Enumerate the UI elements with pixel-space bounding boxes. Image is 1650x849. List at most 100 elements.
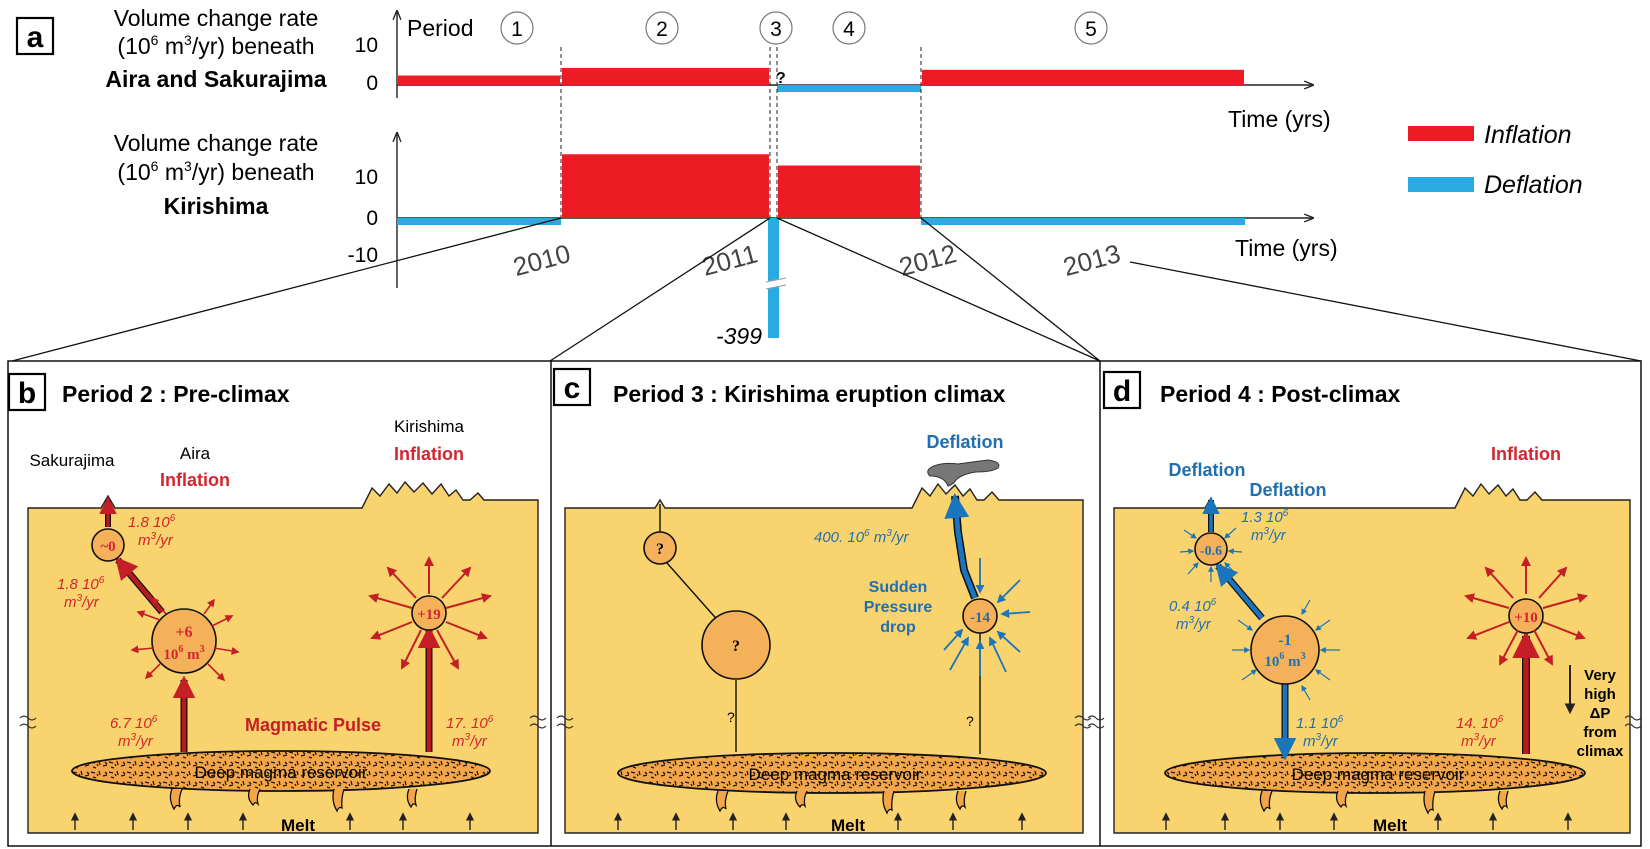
melt-drips bbox=[1259, 790, 1509, 815]
deep-magma-reservoir bbox=[71, 750, 491, 792]
aira-chamber bbox=[1250, 615, 1320, 685]
zoom-lines bbox=[11, 217, 1642, 362]
rate-label-sakurajima: 1.3 106 m3/yr bbox=[1241, 508, 1289, 544]
kirishima-chamber bbox=[411, 595, 447, 631]
bar-period-3 bbox=[768, 218, 779, 338]
kirishima-chamber-value: +10 bbox=[1514, 610, 1538, 626]
panel-letter-box bbox=[552, 367, 592, 407]
conduit-question-left: ? bbox=[727, 709, 735, 725]
svg-text:m3/yr: m3/yr bbox=[1461, 732, 1497, 750]
bar-period-1 bbox=[397, 218, 561, 225]
svg-text:1.8 106: 1.8 106 bbox=[128, 513, 176, 531]
reservoir-label: Deep magma reservoir bbox=[1292, 765, 1465, 784]
legend-inflation-swatch bbox=[1408, 126, 1474, 141]
melt-label: Melt bbox=[831, 816, 865, 835]
reservoir-label: Deep magma reservoir bbox=[749, 765, 922, 784]
bar-period-1 bbox=[398, 75, 560, 85]
bottom-tick-m10: -10 bbox=[348, 244, 378, 267]
rate-label-deep-aira: 6.7 106 m3/yr bbox=[110, 714, 158, 750]
bottom-tick-0: 0 bbox=[366, 207, 378, 230]
eruption-rate: 400. 106 m3/yr bbox=[814, 528, 910, 546]
period-markers: 1 2 3 4 5 bbox=[500, 11, 1108, 45]
bar-period-2 bbox=[562, 154, 769, 218]
sakurajima-chamber-value: ~0 bbox=[100, 539, 115, 555]
svg-text:1.1 106: 1.1 106 bbox=[1296, 714, 1344, 732]
panel-d: d Period 4 : Post-climax Deep magma rese… bbox=[1087, 370, 1642, 835]
rate-label-deep-kirishima: 17. 106 m3/yr bbox=[446, 714, 494, 750]
break-mark-left bbox=[1087, 715, 1105, 729]
panel-letter: a bbox=[27, 21, 44, 54]
melt-arrows bbox=[70, 812, 475, 830]
deep-magma-reservoir bbox=[617, 752, 1047, 794]
panel-letter-box bbox=[15, 16, 55, 56]
bar-period-5 bbox=[922, 69, 1244, 85]
conduit-aira-sakurajima-fill bbox=[1215, 562, 1264, 620]
bar-period-5 bbox=[921, 218, 1245, 225]
break-mark-left bbox=[556, 715, 574, 729]
ground bbox=[1113, 482, 1631, 834]
aira-chamber-value: ? bbox=[732, 638, 740, 655]
sakurajima-chamber-value: -0.6 bbox=[1200, 544, 1222, 559]
melt-arrows bbox=[613, 812, 1027, 830]
sakurajima-chamber bbox=[1194, 532, 1228, 566]
sudden-line1: Sudden bbox=[869, 579, 928, 596]
svg-text:1.8 106: 1.8 106 bbox=[57, 575, 105, 593]
period-word: Period bbox=[407, 15, 473, 41]
kirishima-chamber bbox=[962, 598, 998, 634]
period-3: 3 bbox=[770, 18, 782, 41]
deep-magma-reservoir bbox=[1164, 752, 1586, 794]
kirishima-chamber-value: +19 bbox=[417, 607, 441, 623]
panel-c: c Period 3 : Kirishima eruption climax D… bbox=[552, 367, 1092, 835]
bar-period-2 bbox=[562, 67, 769, 85]
svg-text:6.7 106: 6.7 106 bbox=[110, 714, 158, 732]
aira-chamber-volume: 106 m3 bbox=[163, 644, 204, 663]
panel-a: a Volume change rate (106 m3/yr) beneath… bbox=[11, 5, 1642, 362]
period-1: 1 bbox=[511, 18, 523, 41]
panel-letter-box bbox=[7, 372, 47, 412]
rate-label-aira: 0.4 106 m3/yr bbox=[1169, 597, 1217, 633]
sakurajima-deflation-arrows bbox=[1179, 527, 1243, 582]
panel-letter-box bbox=[1102, 370, 1142, 410]
break-mark-right bbox=[1624, 715, 1642, 729]
kirishima-inflation-arrows bbox=[1464, 556, 1588, 666]
kirishima-chamber-value: -14 bbox=[970, 610, 990, 626]
panel-letter: c bbox=[564, 372, 581, 405]
kirishima-label: Kirishima bbox=[394, 417, 464, 436]
svg-text:0.4 106: 0.4 106 bbox=[1169, 597, 1217, 615]
svg-text:17. 106: 17. 106 bbox=[446, 714, 494, 732]
bottom-ylabel-line1: Volume change rate bbox=[114, 130, 319, 156]
svg-text:1.3 106: 1.3 106 bbox=[1241, 508, 1289, 526]
panel-title: Period 4 : Post-climax bbox=[1160, 381, 1401, 407]
top-xlabel: Time (yrs) bbox=[1228, 106, 1331, 132]
bar-period-4 bbox=[777, 85, 921, 92]
year-2013: 2013 bbox=[1060, 238, 1124, 282]
svg-text:ΔP: ΔP bbox=[1590, 705, 1611, 722]
legend-inflation-label: Inflation bbox=[1484, 121, 1572, 149]
melt-arrows bbox=[1161, 812, 1573, 830]
very-high-dp-label: Very high ΔP from climax bbox=[1577, 667, 1624, 760]
top-period3-question: ? bbox=[776, 70, 786, 87]
deflation-label: Deflation bbox=[926, 432, 1003, 452]
aira-chamber-value: +6 bbox=[175, 624, 192, 641]
aira-state: Inflation bbox=[160, 470, 230, 490]
sakurajima-chamber bbox=[91, 528, 125, 562]
conduit-question-right: ? bbox=[966, 713, 974, 729]
kirishima-chamber bbox=[1508, 598, 1544, 634]
top-ylabel-line1: Volume change rate bbox=[114, 5, 319, 31]
svg-text:m3/yr: m3/yr bbox=[64, 593, 100, 611]
panel-letter: b bbox=[18, 377, 36, 410]
period-5: 5 bbox=[1085, 18, 1097, 41]
year-2010: 2010 bbox=[510, 238, 574, 282]
legend-deflation-label: Deflation bbox=[1484, 171, 1583, 199]
panel-title: Period 2 : Pre-climax bbox=[62, 381, 290, 407]
bar-period-4 bbox=[778, 165, 920, 218]
eruption-conduit-fill bbox=[944, 493, 978, 599]
aira-chamber-volume: 106 m3 bbox=[1264, 651, 1305, 670]
aira-label: Aira bbox=[180, 444, 211, 463]
bottom-location: Kirishima bbox=[164, 193, 269, 219]
panel-frames bbox=[7, 360, 1642, 847]
period-2: 2 bbox=[656, 18, 668, 41]
break-mark-right bbox=[529, 715, 547, 729]
rate-label-deep-kirishima: 14. 106 m3/yr bbox=[1456, 714, 1504, 750]
deflation-arrows bbox=[943, 558, 1031, 676]
